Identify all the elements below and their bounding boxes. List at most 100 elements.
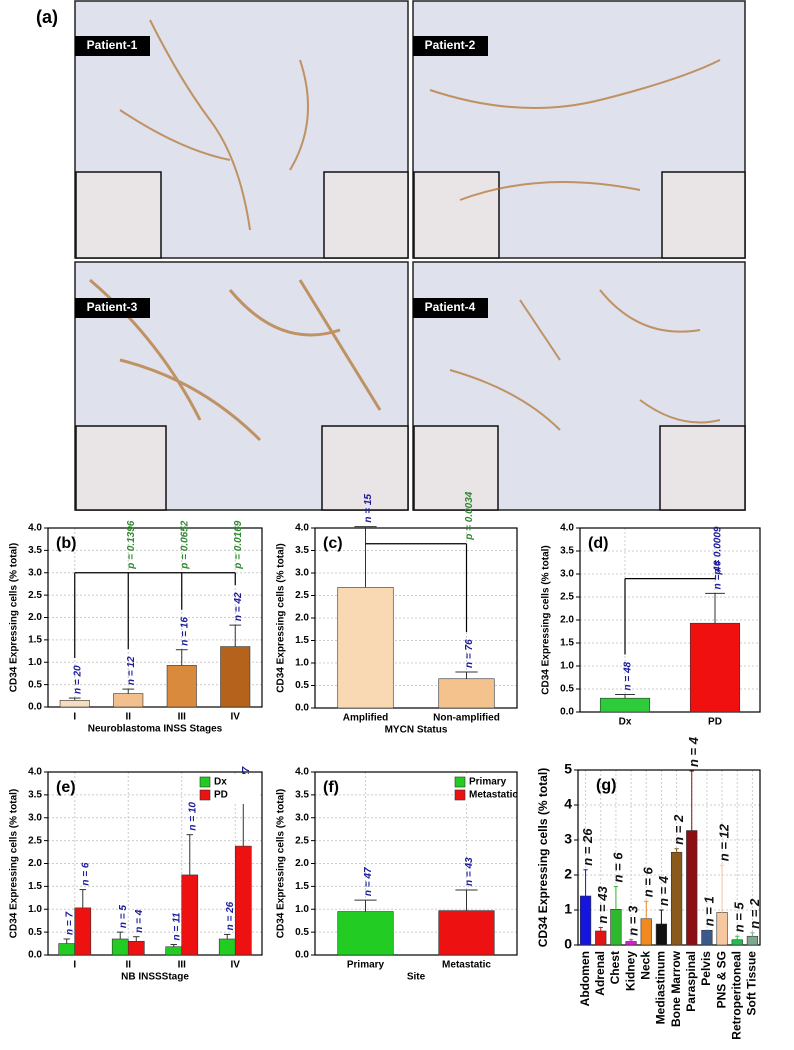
error-bar [117,931,124,939]
bar [599,697,651,713]
legend-label: Metastatic [469,790,518,801]
inset [75,425,167,511]
bar [579,895,592,946]
error-bar [354,526,377,588]
x-axis-label: Neuroblastoma INSS Stages [88,724,223,735]
bar [746,935,759,946]
y-axis-label: CD34 Expressing cells (% total) [536,768,550,947]
n-label: n = 47 [363,867,374,896]
y-axis-label: CD34 Expressing cells (% total) [9,789,20,939]
y-tick-label: 4.0 [28,767,42,778]
y-tick-label: 3.5 [295,545,309,556]
x-tick-label: III [178,960,187,971]
x-tick-label: Neck [638,951,652,980]
bar [74,907,92,956]
y-tick-label: 1.5 [28,881,42,892]
y-axis-label: CD34 Expressing cells (% total) [276,543,287,693]
n-label: n = 5 [732,901,747,932]
x-tick-label: Mediastinum [654,951,668,1024]
error-bar [68,697,81,701]
bar [165,946,183,956]
bar [655,923,668,946]
n-label: n = 5 [118,905,129,929]
y-axis-label: CD34 Expressing cells (% total) [541,545,552,695]
y-tick-label: 0.5 [28,927,42,938]
bar [625,941,637,946]
y-tick-label: 1.5 [295,635,309,646]
inset [659,425,746,511]
label-box [413,36,488,56]
vessel [429,59,721,201]
patient-label: Patient-4 [425,300,476,314]
label-box [413,298,488,318]
x-tick-label: Chest [608,951,622,984]
error-bar [750,932,755,937]
legend-swatch [454,789,466,801]
y-tick-label: 3.5 [295,790,309,801]
y-tick-label: 0.0 [295,950,309,961]
y-tick-label: 2.5 [560,592,574,603]
plot-frame [314,527,518,709]
bar [218,938,236,956]
y-tick-label: 2.0 [295,613,309,624]
inset [321,425,409,511]
y-tick-label: 3.5 [28,790,42,801]
plot-frame [314,771,518,956]
bar [640,918,652,946]
error-bar [455,671,478,679]
bar [113,693,144,708]
x-tick-label: PNS & SG [714,951,728,1008]
label-box [75,298,150,318]
n-label: n = 11 [171,912,182,940]
n-label: n = 4 [656,875,671,906]
label-box [75,36,150,56]
y-tick-label: 1.5 [295,881,309,892]
error-bar [583,869,588,896]
bar [686,830,698,946]
y-tick-label: 1.0 [28,657,42,668]
x-axis-label: NB INSSStage [121,972,189,983]
bar [59,699,90,708]
y-tick-label: 2.0 [295,858,309,869]
p-label: p = 0.1396 [126,520,137,570]
error-bar [122,688,135,694]
panel-label: (g) [596,777,616,794]
n-label: n = 4 [134,909,145,933]
patient-label: Patient-2 [425,38,476,52]
y-tick-label: 2.0 [560,615,574,626]
y-tick-label: 4.0 [295,523,309,534]
error-bar [615,694,635,699]
n-label: n = 16 [179,617,190,646]
vessel [89,278,382,442]
bar [337,587,394,709]
error-bar [175,649,188,666]
panel-label: (d) [588,535,608,552]
error-bar [628,939,634,942]
y-tick-label: 2.5 [295,835,309,846]
vessel [449,289,721,431]
p-label: p = 0.0169 [233,520,244,570]
n-label: n = 26 [225,901,236,930]
x-tick-label: Paraspinal [684,951,698,1012]
plot-frame [577,769,761,946]
error-bar [659,909,664,924]
legend-swatch [454,776,466,788]
y-tick-label: 1.0 [28,904,42,915]
bar [610,908,622,946]
x-axis-label: MYCN Status [385,725,448,736]
error-bar [598,927,603,931]
x-tick-label: PD [708,717,722,728]
plot-frame [47,527,263,708]
y-tick-label: 1.0 [295,904,309,915]
y-tick-label: 1 [564,901,572,917]
n-label: n = 3 [626,905,641,936]
x-tick-label: Bone Marrow [669,950,683,1027]
y-tick-label: 1.0 [295,658,309,669]
x-tick-label: Metastatic [442,960,491,971]
bar [234,845,252,956]
inset [413,171,500,259]
n-label: n = 48 [623,661,634,690]
bar [127,940,145,956]
legend-swatch [199,776,211,788]
error-bar [79,889,86,908]
